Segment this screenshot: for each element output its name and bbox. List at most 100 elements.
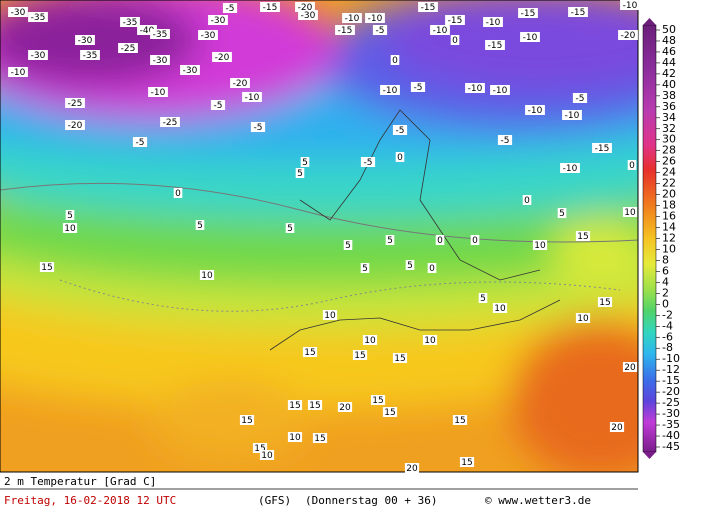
- contour-label-bg: [150, 29, 170, 39]
- contour-label-bg: [557, 208, 567, 218]
- contour-label-bg: [392, 353, 408, 363]
- contour-label-bg: [352, 350, 368, 360]
- contour-label: -5: [376, 26, 385, 36]
- contour-label-bg: [497, 135, 513, 145]
- contour-label-bg: [427, 263, 437, 273]
- contour-label: -15: [521, 9, 536, 19]
- contour-label: -10: [368, 14, 383, 24]
- contour-label-bg: [405, 260, 415, 270]
- colorbar-label: 16: [662, 210, 676, 223]
- colorbar-label: 24: [662, 166, 676, 179]
- contour-label: -10: [565, 111, 580, 121]
- contour-label: 10: [534, 241, 546, 251]
- contour-label: -10: [11, 68, 26, 78]
- contour-label: -5: [214, 101, 223, 111]
- contour-label: -35: [31, 13, 46, 23]
- contour-label-bg: [609, 422, 625, 432]
- contour-label-bg: [260, 2, 280, 12]
- contour-label-bg: [572, 93, 588, 103]
- contour-label: 20: [624, 363, 636, 373]
- contour-label: 10: [64, 224, 76, 234]
- colorbar-label: -12: [662, 363, 680, 376]
- contour-label-bg: [28, 12, 48, 22]
- contour-label: 15: [41, 263, 52, 273]
- colorbar-label: -30: [662, 407, 680, 420]
- contour-label-bg: [360, 157, 376, 167]
- contour-label-bg: [372, 25, 388, 35]
- contour-label: -30: [78, 36, 93, 46]
- contour-label-bg: [287, 400, 303, 410]
- contour-label: -5: [396, 126, 405, 136]
- contour-label: 20: [611, 423, 623, 433]
- contour-label: 15: [577, 232, 588, 242]
- colorbar-label: 8: [662, 253, 669, 266]
- contour-label-bg: [75, 35, 95, 45]
- contour-label: 15: [461, 458, 472, 468]
- contour-label: -25: [163, 118, 178, 128]
- contour-label: 0: [175, 189, 181, 199]
- contour-label-bg: [160, 117, 180, 127]
- contour-label: -5: [414, 83, 423, 93]
- contour-label-bg: [132, 137, 148, 147]
- contour-label-bg: [385, 235, 395, 245]
- contour-label-bg: [622, 207, 638, 217]
- colorbar-label: -35: [662, 418, 680, 431]
- contour-label-bg: [362, 335, 378, 345]
- contour-label: -25: [68, 99, 83, 109]
- colorbar-label: 0: [662, 297, 669, 310]
- contour-label-bg: [392, 125, 408, 135]
- colorbar-label: 14: [662, 221, 676, 234]
- colorbar-label: 22: [662, 177, 676, 190]
- contour-label-bg: [459, 457, 475, 467]
- contour-label: -30: [211, 16, 226, 26]
- contour-label-bg: [342, 13, 362, 23]
- contour-label: -30: [301, 11, 316, 21]
- contour-label: 10: [577, 314, 589, 324]
- contour-label: -5: [364, 158, 373, 168]
- contour-label: 5: [480, 294, 486, 304]
- variable-title: 2 m Temperatur [Grad C]: [4, 475, 156, 488]
- contour-label-bg: [490, 85, 510, 95]
- contour-label: -15: [421, 3, 436, 13]
- contour-label-bg: [230, 78, 250, 88]
- contour-label: 15: [354, 351, 365, 361]
- colorbar-label: 46: [662, 45, 676, 58]
- contour-label-bg: [418, 2, 438, 12]
- contour-label-bg: [173, 188, 183, 198]
- contour-label: 0: [437, 236, 443, 246]
- colorbar-label: 38: [662, 89, 676, 102]
- contour-label: -10: [345, 14, 360, 24]
- colorbar-labels: 5048464442403836343230282624222018161412…: [656, 23, 680, 453]
- contour-label: 5: [287, 224, 293, 234]
- contour-label-bg: [65, 210, 75, 220]
- colorbar-label: 36: [662, 100, 676, 113]
- contour-label: -5: [576, 94, 585, 104]
- contour-label-bg: [242, 92, 262, 102]
- contour-label: -10: [563, 164, 578, 174]
- contour-label-bg: [520, 32, 540, 42]
- colorbar-arrow: [643, 452, 656, 459]
- contour-label-bg: [450, 35, 460, 45]
- contour-label: -20: [298, 3, 313, 13]
- contour-label-bg: [525, 105, 545, 115]
- forecast-step: (Donnerstag 00 + 36): [305, 494, 437, 507]
- contour-label-bg: [285, 223, 295, 233]
- contour-label-bg: [390, 55, 400, 65]
- contour-label: -5: [254, 123, 263, 133]
- contour-label: -10: [528, 106, 543, 116]
- colorbar-label: -40: [662, 429, 680, 442]
- contour-label-bg: [259, 450, 275, 460]
- contour-label-bg: [199, 270, 215, 280]
- contour-label: 15: [599, 298, 610, 308]
- colorbar-label: 28: [662, 144, 676, 157]
- contour-label: 10: [201, 271, 213, 281]
- contour-label: -10: [623, 1, 638, 11]
- contour-label-bg: [560, 163, 580, 173]
- colorbar-label: 18: [662, 199, 676, 212]
- contour-label: 15: [309, 401, 320, 411]
- contour-label-bg: [365, 13, 385, 23]
- contour-label-bg: [118, 43, 138, 53]
- source: © www.wetter3.de: [485, 494, 591, 507]
- colorbar: [642, 24, 657, 453]
